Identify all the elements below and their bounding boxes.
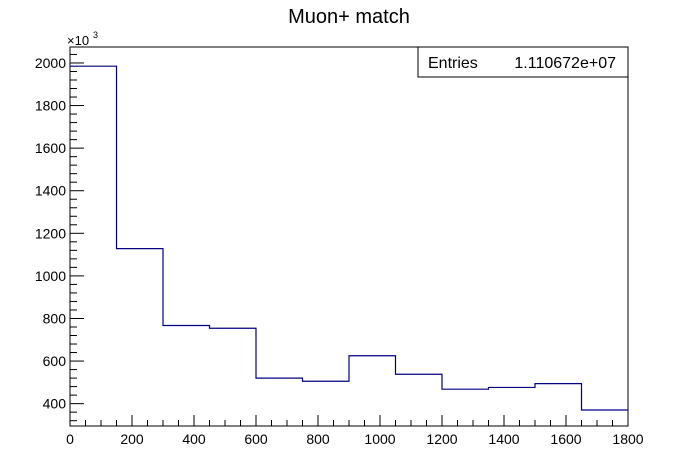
histogram-bin	[396, 374, 443, 426]
y-tick-label: 1400	[35, 183, 66, 199]
stats-box: Entries 1.110672e+07	[417, 46, 629, 78]
y-multiplier: ×10 3	[67, 30, 98, 48]
x-tick-label: 1800	[612, 431, 643, 447]
y-tick-label: 2000	[35, 55, 66, 71]
x-tick-label: 800	[306, 431, 330, 447]
histogram-bin	[582, 410, 629, 426]
y-multiplier-label: ×10	[67, 33, 89, 48]
x-axis: 0 200 400 600 800 1000 1200 1400 1600 1800	[66, 415, 644, 447]
y-tick-label: 1800	[35, 98, 66, 114]
stats-entries-value: 1.110672e+07	[514, 55, 616, 72]
x-tick-label: 600	[244, 431, 268, 447]
histogram-bin	[442, 389, 489, 426]
x-tick-label: 1400	[488, 431, 519, 447]
y-axis: 400 600 800 1000 1200 1400 1600 1800 2000	[35, 53, 84, 422]
y-tick-label: 600	[43, 353, 67, 369]
y-tick-label: 400	[43, 396, 67, 412]
histogram-bin	[163, 326, 210, 426]
histogram-bin	[70, 66, 117, 426]
y-multiplier-exponent: 3	[93, 30, 98, 40]
x-tick-label: 400	[182, 431, 206, 447]
y-tick-label: 1600	[35, 140, 66, 156]
stats-entries-label: Entries	[428, 55, 478, 72]
y-tick-label: 1000	[35, 268, 66, 284]
x-tick-label: 1000	[364, 431, 395, 447]
chart-title: Muon+ match	[288, 6, 410, 28]
histogram-bin	[489, 387, 536, 426]
histogram-bin	[210, 328, 257, 426]
histogram-bin	[535, 384, 582, 426]
x-tick-label: 1600	[550, 431, 581, 447]
x-tick-label: 200	[120, 431, 144, 447]
y-tick-label: 800	[43, 310, 67, 326]
histogram-bins	[70, 66, 628, 426]
histogram-bin	[256, 378, 303, 426]
histogram-bin	[117, 249, 164, 426]
histogram-bin	[303, 381, 350, 426]
stats-box-frame	[417, 46, 629, 78]
x-tick-label: 0	[66, 431, 74, 447]
histogram-bin	[349, 356, 396, 426]
histogram-line	[70, 65, 628, 411]
y-tick-label: 1200	[35, 225, 66, 241]
x-tick-label: 1200	[426, 431, 457, 447]
